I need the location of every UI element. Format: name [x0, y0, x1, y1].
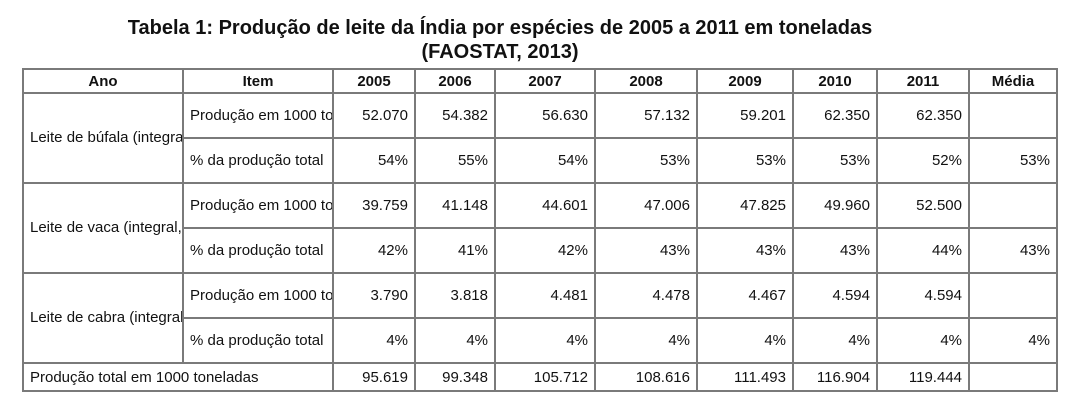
value-cell: 55%: [414, 137, 496, 184]
value-cell: 53%: [594, 137, 698, 184]
value-cell: 4.478: [594, 272, 698, 319]
value-cell: 4.467: [696, 272, 794, 319]
item-label: % da produção total: [182, 317, 334, 364]
column-header: 2007: [494, 68, 596, 94]
value-cell: 54.382: [414, 92, 496, 139]
table-row: % da produção total 42% 41% 42% 43% 43% 43% 44%…: [23, 227, 1058, 274]
column-header: 2010: [792, 68, 878, 94]
column-header: 2006: [414, 68, 496, 94]
column-header: Média: [968, 68, 1058, 94]
value-cell: [968, 182, 1058, 229]
value-cell: 43%: [594, 227, 698, 274]
value-cell: 43%: [792, 227, 878, 274]
value-cell: 47.825: [696, 182, 794, 229]
species-label: Leite de vaca (integral, fresco): [22, 182, 184, 274]
value-cell: 4.594: [792, 272, 878, 319]
value-cell: 49.960: [792, 182, 878, 229]
value-cell: 56.630: [494, 92, 596, 139]
item-label: % da produção total: [182, 227, 334, 274]
total-row: Produção total em 1000 toneladas 95.619 99…: [22, 362, 1058, 392]
column-header: 2009: [696, 68, 794, 94]
value-cell: 4%: [494, 317, 596, 364]
value-cell: 52.070: [332, 92, 416, 139]
value-cell: 62.350: [792, 92, 878, 139]
value-cell: [968, 272, 1058, 319]
item-label: Produção em 1000 ton: [182, 182, 334, 229]
value-cell: 4%: [876, 317, 970, 364]
value-cell: 42%: [332, 227, 416, 274]
value-cell: 44.601: [494, 182, 596, 229]
value-cell: 4%: [696, 317, 794, 364]
value-cell: 42%: [494, 227, 596, 274]
value-cell: 44%: [876, 227, 970, 274]
value-cell: 4%: [968, 317, 1058, 364]
value-cell: [968, 92, 1058, 139]
column-header: 2005: [332, 68, 416, 94]
item-label: % da produção total: [182, 137, 334, 184]
value-cell: 4%: [414, 317, 496, 364]
value-cell: 47.006: [594, 182, 698, 229]
total-value-cell: [968, 362, 1058, 392]
column-header: Item: [182, 68, 334, 94]
table-row: Leite de vaca (integral, fresco)Produção…: [22, 182, 1058, 274]
total-value-cell: 111.493: [696, 362, 794, 392]
total-value-cell: 105.712: [494, 362, 596, 392]
value-cell: 4%: [792, 317, 878, 364]
milk-production-table: Ano Item 2005 2006 2007 2008 2009 2010 2…: [22, 68, 1058, 392]
value-cell: 4%: [332, 317, 416, 364]
value-cell: 54%: [332, 137, 416, 184]
value-cell: 4.481: [494, 272, 596, 319]
value-cell: 4.594: [876, 272, 970, 319]
total-value-cell: 108.616: [594, 362, 698, 392]
header-row: Ano Item 2005 2006 2007 2008 2009 2010 2…: [22, 68, 1058, 94]
value-cell: 41.148: [414, 182, 496, 229]
total-value-cell: 95.619: [332, 362, 416, 392]
value-cell: 4%: [594, 317, 698, 364]
column-header: 2011: [876, 68, 970, 94]
table-title: Tabela 1: Produção de leite da Índia por…: [127, 17, 873, 39]
value-cell: 3.790: [332, 272, 416, 319]
value-cell: 53%: [968, 137, 1058, 184]
column-header: 2008: [594, 68, 698, 94]
value-cell: 39.759: [332, 182, 416, 229]
total-label: Produção total em 1000 toneladas: [22, 362, 334, 392]
value-cell: 59.201: [696, 92, 794, 139]
value-cell: 57.132: [594, 92, 698, 139]
value-cell: 43%: [968, 227, 1058, 274]
table-row: Leite de búfala (integral, fresco)Produç…: [22, 92, 1058, 184]
value-cell: 53%: [792, 137, 878, 184]
value-cell: 52.500: [876, 182, 970, 229]
value-cell: 3.818: [414, 272, 496, 319]
value-cell: 43%: [696, 227, 794, 274]
item-label: Produção em 1000 ton: [182, 92, 334, 139]
value-cell: 54%: [494, 137, 596, 184]
total-value-cell: 99.348: [414, 362, 496, 392]
column-header: Ano: [22, 68, 184, 94]
value-cell: 53%: [696, 137, 794, 184]
species-label: Leite de cabra (integral, fresco): [22, 272, 184, 364]
total-value-cell: 119.444: [876, 362, 970, 392]
table-row: Leite de cabra (integral, fresco)Produçã…: [22, 272, 1058, 364]
table-source: (FAOSTAT, 2013): [421, 41, 579, 63]
species-label: Leite de búfala (integral, fresco): [22, 92, 184, 184]
table-row: % da produção total 54% 55% 54% 53% 53% 53% 52%…: [23, 137, 1058, 184]
total-value-cell: 116.904: [792, 362, 878, 392]
value-cell: 52%: [876, 137, 970, 184]
table-row: % da produção total 4% 4% 4% 4% 4% 4% 4% 4%: [23, 317, 1058, 364]
value-cell: 41%: [414, 227, 496, 274]
value-cell: 62.350: [876, 92, 970, 139]
item-label: Produção em 1000 ton: [182, 272, 334, 319]
